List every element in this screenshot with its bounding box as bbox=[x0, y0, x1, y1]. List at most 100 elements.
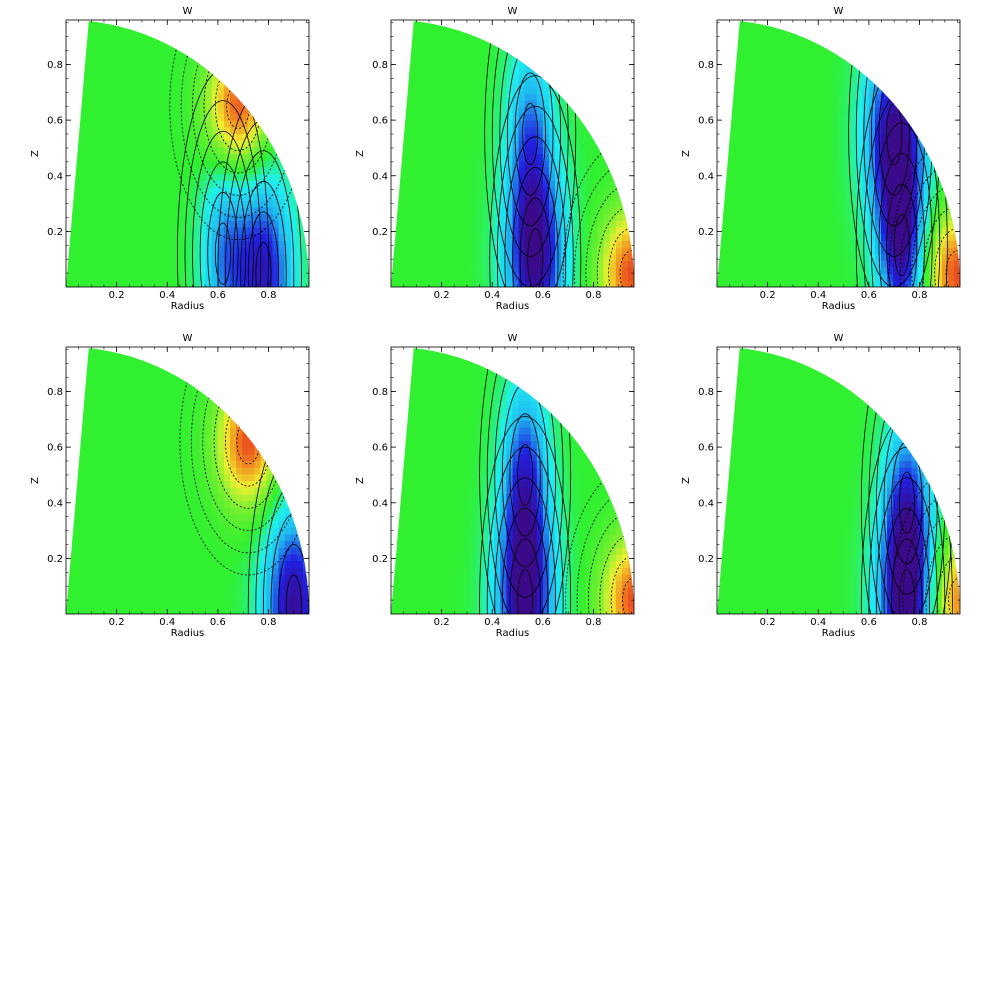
field-cell bbox=[789, 26, 797, 34]
field-cell bbox=[290, 166, 298, 175]
field-cell bbox=[138, 100, 146, 108]
field-cell bbox=[181, 173, 189, 181]
field-cell bbox=[941, 166, 949, 175]
field-cell bbox=[518, 33, 526, 41]
field-cell bbox=[72, 133, 79, 141]
field-cell bbox=[512, 166, 520, 175]
field-cell bbox=[887, 280, 894, 287]
field-cell bbox=[603, 86, 611, 95]
field-cell bbox=[941, 80, 949, 88]
field-cell bbox=[789, 220, 797, 228]
field-cell bbox=[759, 173, 767, 181]
field-cell bbox=[941, 280, 949, 287]
field-cell bbox=[266, 180, 274, 188]
field-cell bbox=[512, 86, 520, 95]
field-cell bbox=[609, 46, 617, 54]
field-cell bbox=[887, 93, 894, 101]
field-cell bbox=[90, 26, 97, 34]
field-cell bbox=[457, 46, 465, 54]
field-cell bbox=[187, 153, 195, 161]
field-cell bbox=[759, 200, 767, 208]
field-cell bbox=[421, 40, 429, 48]
field-cell bbox=[266, 166, 274, 175]
field-cell bbox=[783, 240, 791, 248]
field-cell bbox=[789, 140, 797, 148]
field-cell bbox=[482, 80, 489, 88]
field-cell bbox=[457, 33, 465, 41]
field-cell bbox=[585, 146, 593, 155]
field-cell bbox=[789, 133, 797, 141]
field-cell bbox=[272, 21, 280, 28]
field-cell bbox=[260, 133, 268, 141]
field-cell bbox=[84, 126, 91, 135]
field-cell bbox=[548, 140, 556, 148]
field-cell bbox=[482, 200, 489, 208]
field-cell bbox=[217, 146, 225, 155]
field-cell bbox=[887, 120, 894, 128]
field-cell bbox=[753, 233, 761, 241]
field-cell bbox=[609, 173, 617, 181]
field-cell bbox=[627, 173, 634, 181]
field-cell bbox=[391, 273, 398, 281]
field-cell bbox=[181, 40, 189, 48]
field-cell bbox=[403, 206, 410, 215]
field-cell bbox=[789, 266, 797, 275]
field-cell bbox=[929, 166, 937, 175]
field-cell bbox=[72, 273, 79, 281]
field-cell bbox=[615, 253, 623, 261]
field-cell bbox=[278, 113, 286, 121]
field-cell bbox=[911, 266, 919, 275]
field-cell bbox=[296, 133, 304, 141]
field-cell bbox=[838, 46, 846, 54]
field-cell bbox=[415, 26, 422, 34]
field-cell bbox=[296, 220, 304, 228]
field-cell bbox=[102, 206, 110, 215]
field-cell bbox=[941, 100, 949, 108]
field-cell bbox=[814, 220, 821, 228]
field-cell bbox=[108, 73, 116, 81]
field-cell bbox=[765, 180, 773, 188]
field-cell bbox=[284, 240, 292, 248]
field-cell bbox=[555, 186, 562, 195]
field-cell bbox=[905, 113, 912, 121]
field-cell bbox=[585, 220, 593, 228]
field-cell bbox=[126, 213, 134, 221]
field-cell bbox=[248, 180, 255, 188]
field-cell bbox=[893, 180, 900, 188]
field-cell bbox=[832, 86, 840, 95]
field-cell bbox=[296, 60, 304, 68]
field-cell bbox=[765, 186, 773, 195]
field-cell bbox=[403, 233, 410, 241]
field-cell bbox=[506, 160, 514, 168]
field-cell bbox=[548, 280, 556, 287]
field-cell bbox=[217, 240, 225, 248]
field-cell bbox=[120, 206, 128, 215]
field-cell bbox=[138, 193, 146, 201]
field-cell bbox=[862, 140, 870, 148]
field-cell bbox=[421, 160, 429, 168]
field-cell bbox=[272, 220, 280, 228]
field-cell bbox=[627, 206, 634, 215]
field-cell bbox=[457, 226, 465, 235]
field-cell bbox=[284, 246, 292, 255]
field-cell bbox=[193, 60, 201, 68]
field-cell bbox=[223, 60, 231, 68]
field-cell bbox=[917, 226, 925, 235]
field-cell bbox=[627, 153, 634, 161]
field-cell bbox=[832, 240, 840, 248]
field-cell bbox=[717, 93, 724, 101]
field-cell bbox=[260, 180, 268, 188]
field-cell bbox=[169, 206, 176, 215]
field-cell bbox=[820, 53, 827, 61]
field-cell bbox=[193, 86, 201, 95]
field-cell bbox=[78, 153, 85, 161]
field-cell bbox=[296, 180, 304, 188]
field-cell bbox=[463, 186, 471, 195]
field-cell bbox=[290, 133, 298, 141]
field-cell bbox=[211, 180, 219, 188]
field-cell bbox=[808, 160, 815, 168]
field-cell bbox=[567, 246, 574, 255]
field-cell bbox=[391, 280, 398, 287]
field-cell bbox=[561, 266, 568, 275]
field-cell bbox=[230, 80, 237, 88]
